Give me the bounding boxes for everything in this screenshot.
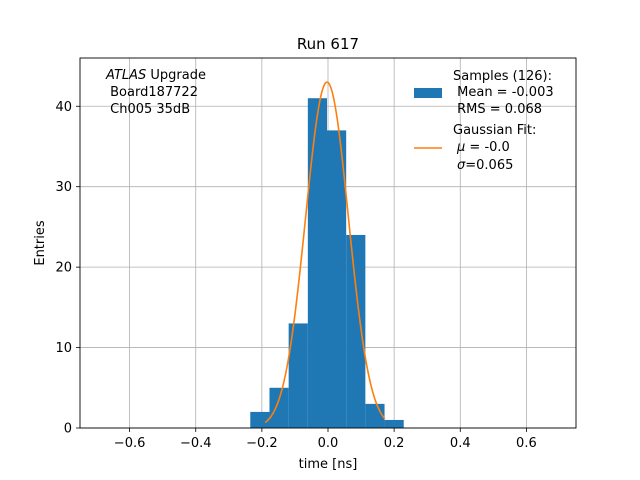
legend-hist-swatch bbox=[414, 88, 442, 98]
y-tick-label: 10 bbox=[55, 341, 72, 356]
legend-hist-line-2: Mean = -0.003 bbox=[453, 85, 554, 100]
x-tick-label: 0.4 bbox=[450, 436, 471, 451]
chart-title: Run 617 bbox=[297, 35, 359, 53]
histogram-bar bbox=[365, 403, 385, 428]
gaussian-fit-curve bbox=[264, 81, 386, 424]
x-tick-label: 0.6 bbox=[516, 436, 537, 451]
x-tick-label: 0.0 bbox=[318, 436, 339, 451]
x-tick-label: −0.2 bbox=[246, 436, 278, 451]
histogram-bar bbox=[327, 130, 347, 429]
x-axis-ticks: −0.6 −0.4 −0.2 0.0 0.2 0.4 0.6 bbox=[114, 428, 537, 451]
y-axis-label: Entries bbox=[33, 220, 48, 266]
x-tick-label: −0.4 bbox=[180, 436, 212, 451]
histogram-bars bbox=[250, 98, 404, 429]
histogram-bar bbox=[250, 411, 270, 428]
y-axis-ticks: 0 10 20 30 40 bbox=[55, 100, 80, 437]
histogram-bar bbox=[269, 387, 289, 428]
histogram-bar bbox=[384, 419, 404, 428]
legend-fit-mu: μ = -0.0 bbox=[456, 140, 510, 155]
x-tick-label: −0.6 bbox=[114, 436, 146, 451]
x-tick-label: 0.2 bbox=[384, 436, 405, 451]
histogram-bar bbox=[307, 98, 328, 428]
x-axis-label: time [ns] bbox=[299, 457, 358, 472]
y-tick-label: 40 bbox=[55, 100, 72, 115]
y-tick-label: 20 bbox=[55, 261, 72, 276]
annotation-line-3: Ch005 35dB bbox=[106, 102, 190, 117]
legend-fit-sigma: σ=0.065 bbox=[457, 158, 513, 173]
legend: Samples (126): Mean = -0.003 RMS = 0.068… bbox=[414, 69, 554, 173]
annotation-line-2: Board187722 bbox=[106, 85, 198, 100]
legend-hist-line-3: RMS = 0.068 bbox=[453, 102, 542, 117]
y-tick-label: 30 bbox=[55, 180, 72, 195]
experiment-annotation: ATLAS Upgrade Board187722 Ch005 35dB bbox=[105, 68, 206, 117]
histogram-bar bbox=[346, 234, 366, 428]
annotation-line-1: ATLAS Upgrade bbox=[105, 68, 206, 83]
y-tick-label: 0 bbox=[64, 422, 72, 437]
histogram-bar bbox=[288, 323, 308, 428]
legend-fit-line-1: Gaussian Fit: bbox=[453, 123, 536, 138]
legend-hist-line-1: Samples (126): bbox=[453, 69, 552, 84]
